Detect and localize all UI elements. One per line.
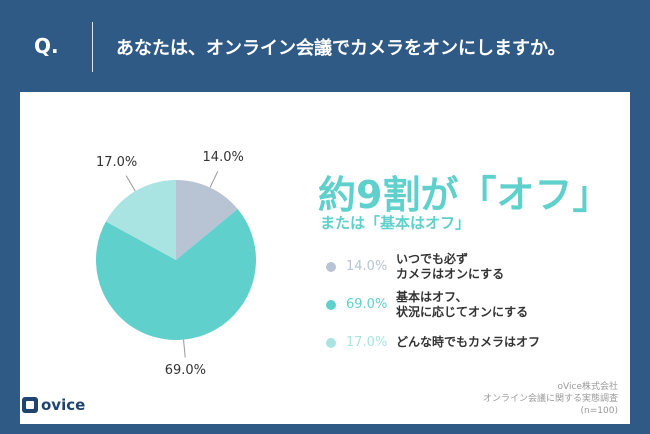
legend-item: 69.0% 基本はオフ、 状況に応じてオンにする [320,286,620,324]
legend-item: 14.0% いつでも必ず カメラはオンにする [320,248,620,286]
ovice-logo: ovice [22,395,85,415]
legend-marker [326,262,336,272]
source-note: oVice株式会社 オンライン会議に関する実態調査 (n=100) [358,381,618,417]
source-company: oVice株式会社 [557,382,618,392]
subheadline: または「基本はオフ」 [320,214,471,232]
legend-marker [326,337,336,348]
pie-slice-label-2: 17.0% [95,154,138,170]
legend-value: 69.0% [346,297,388,312]
leader-line-2 [125,175,136,192]
header-divider [92,22,93,72]
header-bar: Q. あなたは、オンライン会議でカメラをオンにしますか。 [0,0,650,92]
brand-name: ovice [41,395,86,414]
source-survey: オンライン会議に関する実態調査 [482,394,618,404]
source-sample: (n=100) [580,406,618,416]
pie-slice-2 [105,180,176,260]
pie-slice-label-0: 14.0% [202,149,244,165]
chart-legend: 14.0% いつでも必ず カメラはオンにする 69.0% 基本はオフ、 状況に応じてオンに… [320,248,620,362]
legend-value: 14.0% [346,259,388,274]
legend-label: いつでも必ず カメラはオンにする [396,252,505,281]
legend-item: 17.0% どんな時でもカメラはオフ [320,324,620,362]
legend-value: 17.0% [346,334,388,350]
question-mark-label: Q. [34,34,59,58]
pie-chart [96,171,256,358]
legend-marker [326,300,336,310]
headline: 約9割が「オフ」 [318,173,611,217]
pie-slice-1 [96,209,256,340]
ovice-logo-icon [22,396,38,413]
pie-slice-label-1: 69.0% [164,362,207,378]
legend-label: 基本はオフ、 状況に応じてオンにする [396,290,529,319]
content-panel: 14.0% 69.0% 17.0% 約9割が「オフ」 または「基本はオフ」 14.0… [20,92,630,424]
legend-label: どんな時でもカメラはオフ [396,335,541,349]
question-text: あなたは、オンライン会議でカメラをオンにしますか。 [116,38,566,59]
leader-line-1 [183,339,186,358]
pie-slice-0 [176,180,238,260]
leader-line-0 [209,171,219,188]
